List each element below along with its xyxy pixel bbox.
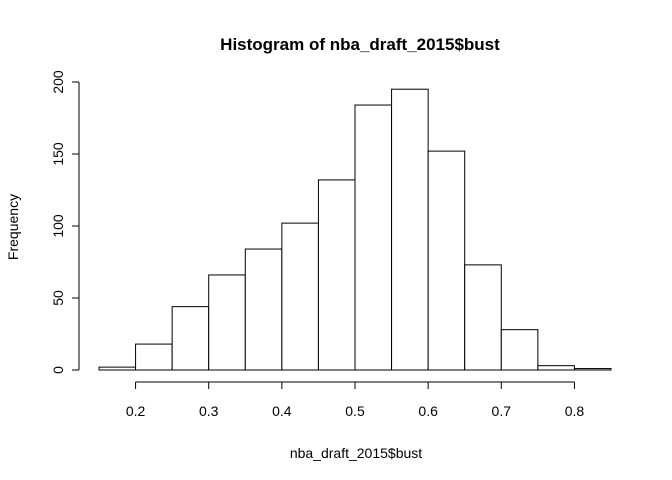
histogram-bars [98, 88, 612, 371]
histogram-bar [537, 365, 575, 371]
x-tick-label: 0.7 [492, 403, 512, 419]
y-axis: 0 50 100 150 200 [50, 70, 80, 374]
chart-title: Histogram of nba_draft_2015$bust [220, 35, 500, 54]
histogram-bar [391, 88, 429, 371]
histogram-bar [208, 274, 246, 371]
histogram-bar [464, 264, 502, 371]
histogram-bar [573, 368, 612, 371]
x-tick-label: 0.2 [126, 403, 146, 419]
histogram-bar [354, 104, 393, 371]
y-axis-label: Frequency [5, 194, 21, 260]
x-tick-label: 0.6 [418, 403, 438, 419]
x-tick-label: 0.4 [272, 403, 292, 419]
x-axis-label: nba_draft_2015$bust [290, 445, 422, 461]
y-tick-label: 200 [50, 70, 66, 94]
x-axis: 0.2 0.3 0.4 0.5 0.6 0.7 0.8 [126, 381, 585, 419]
x-tick-label: 0.5 [345, 403, 365, 419]
histogram-bar [171, 306, 210, 371]
histogram-bar [135, 343, 173, 371]
y-tick-label: 0 [50, 366, 66, 374]
y-tick-label: 50 [50, 290, 66, 306]
histogram-bar [281, 222, 319, 371]
x-tick-label: 0.3 [199, 403, 219, 419]
histogram-bar [98, 366, 137, 371]
histogram-bar [317, 179, 356, 371]
histogram-bar [244, 248, 283, 371]
y-tick-label: 100 [50, 214, 66, 238]
histogram-bar [500, 329, 539, 371]
x-tick-label: 0.8 [565, 403, 585, 419]
histogram-bar [427, 150, 466, 371]
y-tick-label: 150 [50, 142, 66, 166]
